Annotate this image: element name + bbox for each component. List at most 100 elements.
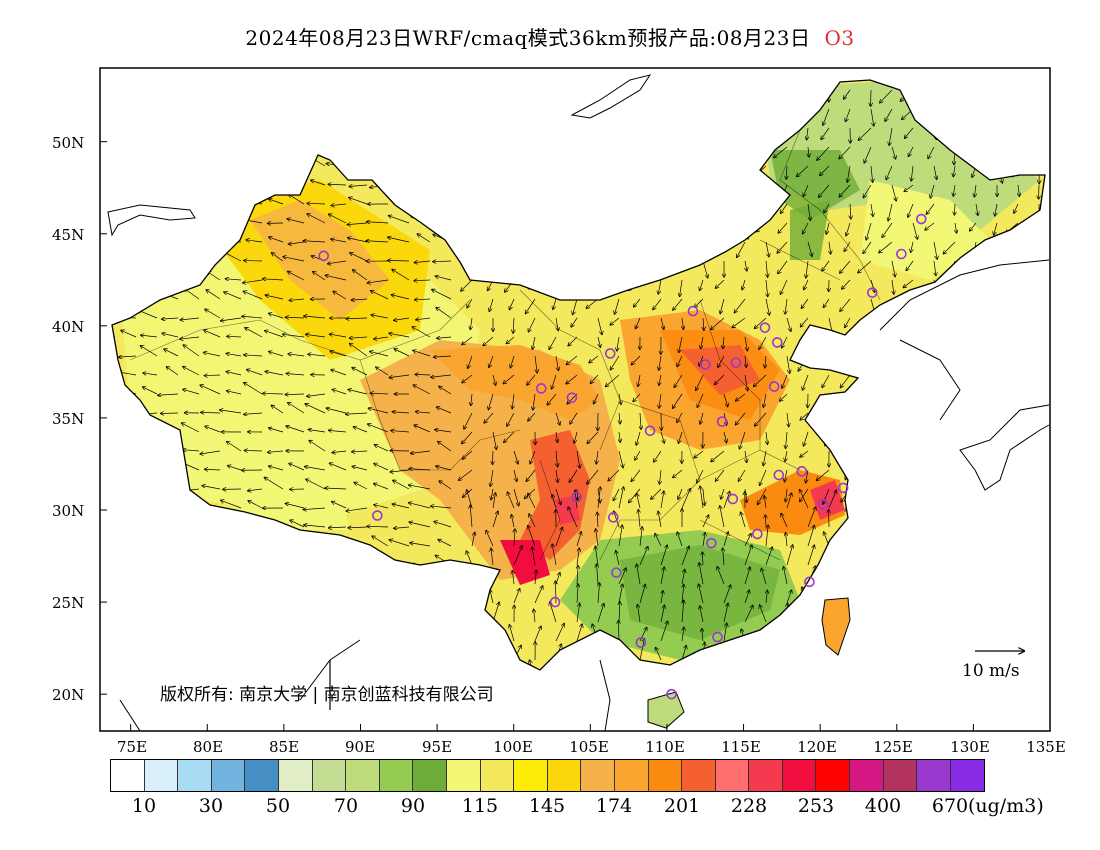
lat-label: 30N (52, 502, 85, 520)
wind-arrow (786, 533, 787, 547)
wind-arrow (390, 470, 410, 472)
wind-arrow (824, 532, 830, 547)
wind-arrow (634, 298, 641, 307)
wind-arrow (183, 345, 200, 357)
wind-arrow (438, 441, 452, 452)
wind-arrow (596, 529, 599, 547)
wind-arrow (411, 450, 431, 453)
wind-arrow (354, 482, 368, 490)
wind-arrow (610, 355, 620, 370)
wind-arrow (486, 530, 494, 547)
wind-arrow (534, 626, 541, 642)
wind-arrow (288, 271, 305, 281)
wind-arrow (863, 241, 872, 253)
wind-arrow (346, 507, 368, 511)
wind-arrow (265, 331, 284, 338)
wind-arrow (289, 299, 305, 300)
wind-arrow (702, 629, 703, 642)
wind-arrow (840, 374, 851, 388)
wind-arrow (651, 488, 662, 499)
wind-arrow (368, 408, 389, 414)
colorbar-label: 174 (595, 795, 633, 817)
wind-arrow (489, 298, 494, 311)
colorbar-label: 10 (131, 795, 157, 817)
wind-arrow (263, 279, 284, 280)
wind-arrow (763, 450, 767, 466)
colorbar-swatch (379, 760, 414, 791)
wind-arrow (736, 412, 746, 425)
wind-arrow (306, 479, 326, 490)
wind-arrow (723, 336, 724, 348)
wind-arrow (576, 603, 580, 623)
wind-arrow (682, 317, 683, 329)
wind-arrow (800, 488, 809, 502)
lon-label: 90E (344, 738, 376, 756)
wind-arrow (842, 279, 851, 289)
wind-arrow (804, 431, 809, 446)
wind-arrow (734, 298, 746, 313)
wind-arrow (744, 374, 748, 391)
station-marker (635, 637, 647, 648)
wind-arrow (760, 605, 767, 623)
wind-arrow (283, 334, 305, 338)
wind-arrow (332, 451, 347, 453)
wind-arrow (490, 469, 494, 486)
colorbar-swatch (782, 760, 817, 791)
wind-arrow (723, 603, 728, 623)
wind-arrow (953, 165, 955, 177)
wind-arrow (491, 488, 493, 500)
lat-label: 45N (52, 226, 85, 244)
wind-arrow (700, 486, 704, 509)
wind-arrow (617, 336, 619, 351)
wind-arrow (619, 431, 620, 442)
colorbar-label: 400 (864, 795, 902, 817)
wind-arrow (807, 127, 808, 140)
wind-arrow (203, 352, 221, 357)
wind-arrow (738, 469, 746, 481)
wind-arrow (329, 527, 347, 528)
wind-arrow (659, 374, 661, 385)
wind-arrow (720, 506, 725, 528)
wind-arrow (777, 241, 788, 253)
wind-arrow (271, 405, 284, 414)
wind-arrow (571, 317, 578, 327)
wind-arrow (744, 534, 751, 547)
colorbar-label: 670 (931, 795, 969, 817)
wind-arrow (974, 184, 976, 197)
wind-arrow (995, 203, 997, 216)
wind-arrow (803, 222, 809, 234)
wind-arrow (911, 241, 913, 252)
wind-arrow (703, 488, 705, 505)
wind-arrow (467, 298, 473, 308)
wind-arrow (313, 272, 326, 281)
station-marker (837, 482, 849, 494)
wind-arrow (723, 548, 724, 566)
wind-arrow (414, 425, 431, 433)
wind-arrow (243, 291, 263, 300)
wind-arrow (765, 525, 768, 547)
wind-arrow (906, 260, 914, 271)
wind-arrow (393, 480, 410, 490)
station-marker (771, 337, 783, 348)
wind-arrow (511, 515, 515, 528)
station-marker (730, 357, 742, 368)
lat-label: 25N (52, 594, 85, 612)
wind-arrow (269, 428, 284, 433)
wind-arrow (394, 349, 410, 357)
wind-arrow (242, 316, 263, 318)
wind-arrow (925, 222, 935, 230)
lon-label: 120E (797, 738, 837, 756)
wind-arrow (271, 253, 284, 262)
wind-arrow (353, 427, 368, 433)
lon-label: 85E (268, 738, 300, 756)
title-text: 2024年08月23日WRF/cmaq模式36km预报产品:08月23日 (245, 26, 811, 50)
colorbar-swatch (648, 760, 683, 791)
wind-arrow (367, 279, 389, 283)
wind-arrow (638, 605, 641, 623)
colorbar-swatch (480, 760, 515, 791)
wind-arrow (880, 89, 893, 103)
wind-arrow (888, 203, 893, 221)
wind-arrow (597, 487, 600, 509)
wind-arrow (392, 504, 410, 509)
wind-arrow (618, 568, 626, 585)
